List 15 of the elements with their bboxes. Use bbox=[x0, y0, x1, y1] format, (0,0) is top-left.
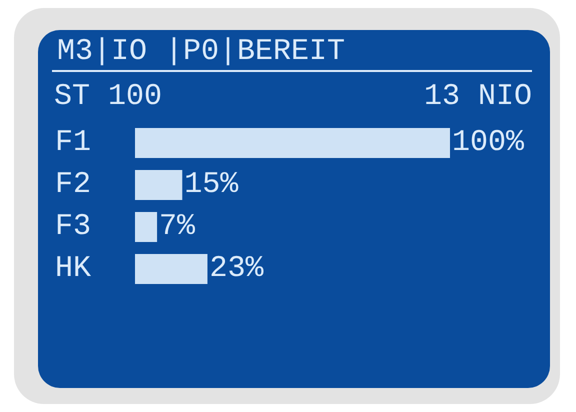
y-tick-label: F3 bbox=[55, 210, 92, 244]
bar bbox=[135, 254, 208, 284]
text: 13 NIO bbox=[424, 80, 532, 114]
data-label: 100% bbox=[452, 126, 526, 160]
data-label: 23% bbox=[209, 252, 264, 286]
bar bbox=[135, 212, 158, 242]
chart-title: M3|IO |P0|BEREIT bbox=[57, 35, 346, 69]
data-label: 15% bbox=[184, 168, 240, 202]
y-tick-label: HK bbox=[55, 252, 92, 286]
text: ST 100 bbox=[54, 80, 162, 114]
y-tick-label: F1 bbox=[55, 126, 92, 160]
y-tick-label: F2 bbox=[55, 168, 92, 202]
bar bbox=[135, 128, 450, 158]
bar bbox=[135, 170, 182, 200]
data-label: 7% bbox=[159, 210, 196, 244]
